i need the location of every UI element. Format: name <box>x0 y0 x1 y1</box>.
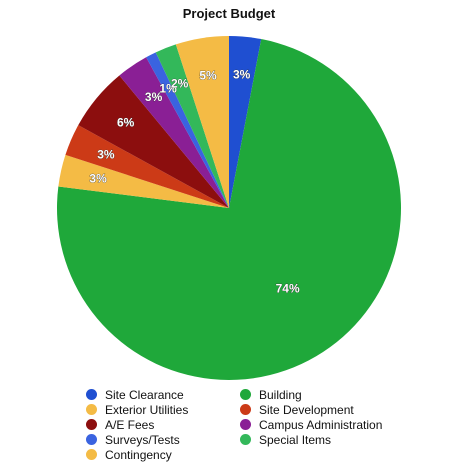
pie-slice-site-development <box>65 125 230 208</box>
pie-slice-surveys-tests <box>146 52 229 208</box>
legend-label: Special Items <box>259 432 332 447</box>
legend-item-site-development: Site Development <box>240 402 354 417</box>
legend-swatch <box>86 449 97 460</box>
pie-slice-site-clearance <box>229 36 262 208</box>
pie-slice-campus-administration <box>119 57 229 208</box>
legend-swatch <box>240 419 251 430</box>
data-label-contingency: 5% <box>199 68 217 82</box>
data-label-special-items: 2% <box>171 76 189 90</box>
legend-label: Building <box>259 387 302 402</box>
data-label-a-e-fees: 6% <box>117 115 135 129</box>
legend-label: Site Development <box>259 402 354 417</box>
legend-swatch <box>86 419 97 430</box>
legend-label: Surveys/Tests <box>105 432 180 447</box>
legend-item-building: Building <box>240 387 302 402</box>
legend-label: Contingency <box>105 447 172 462</box>
data-label-surveys-tests: 1% <box>159 81 177 95</box>
legend-swatch <box>240 404 251 415</box>
legend-swatch <box>86 404 97 415</box>
legend-item-campus-administration: Campus Administration <box>240 417 382 432</box>
legend-swatch <box>86 389 97 400</box>
pie-slice-a-e-fees <box>78 75 229 208</box>
legend-swatch <box>86 434 97 445</box>
legend-item-a-e-fees: A/E Fees <box>86 417 154 432</box>
legend-item-special-items: Special Items <box>240 432 331 447</box>
legend-item-site-clearance: Site Clearance <box>86 387 184 402</box>
pie-slice-special-items <box>155 44 229 209</box>
legend-item-exterior-utilities: Exterior Utilities <box>86 402 188 417</box>
legend-item-contingency: Contingency <box>86 447 172 462</box>
legend-label: Campus Administration <box>259 417 383 432</box>
chart-title: Project Budget <box>182 6 276 21</box>
legend-label: A/E Fees <box>105 417 155 432</box>
data-label-exterior-utilities: 3% <box>89 172 107 186</box>
data-label-site-clearance: 3% <box>233 67 251 81</box>
legend-label: Exterior Utilities <box>105 402 189 417</box>
data-label-building: 74% <box>276 282 300 296</box>
pie-slice-contingency <box>175 36 229 208</box>
legend-swatch <box>240 389 251 400</box>
data-label-site-development: 3% <box>97 148 115 162</box>
pie-slice-exterior-utilities <box>58 154 230 208</box>
data-label-campus-administration: 3% <box>145 90 163 104</box>
pie-slice-building <box>57 39 401 380</box>
legend-item-surveys-tests: Surveys/Tests <box>86 432 180 447</box>
legend-label: Site Clearance <box>105 387 184 402</box>
legend-swatch <box>240 434 251 445</box>
